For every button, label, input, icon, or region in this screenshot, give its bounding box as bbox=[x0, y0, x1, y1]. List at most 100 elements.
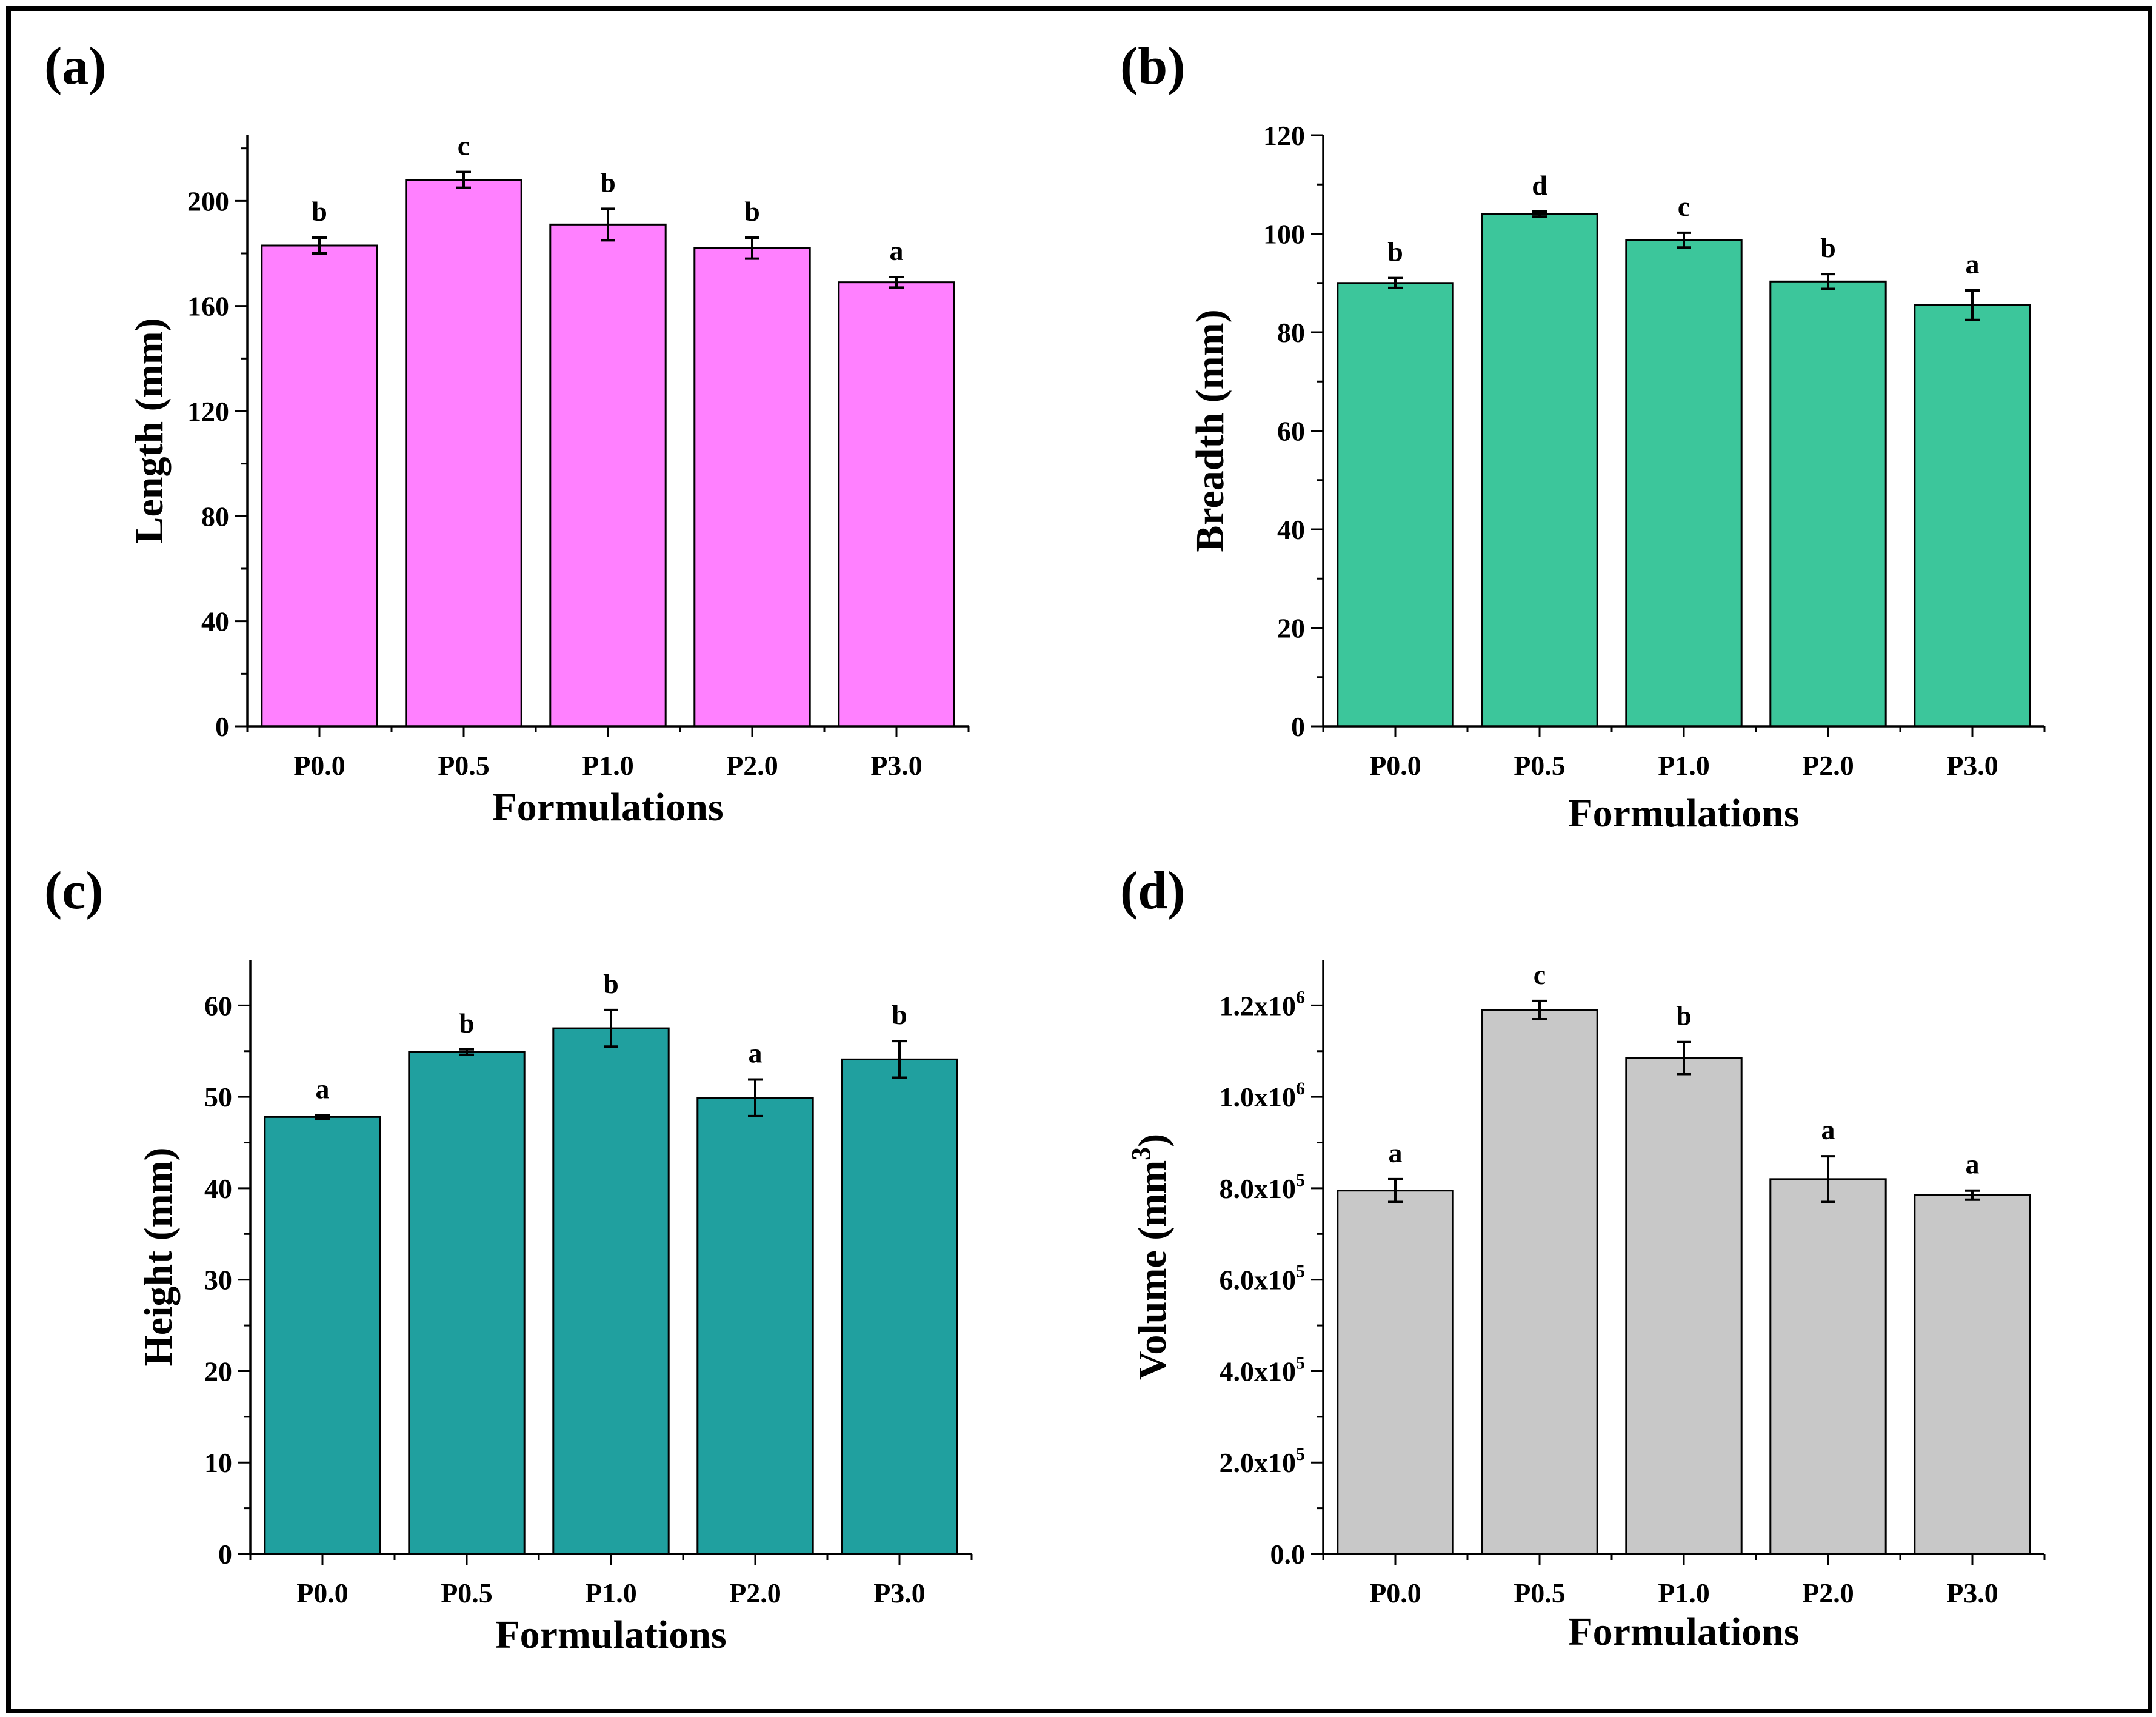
x-tick-label: P3.0 bbox=[1946, 1578, 1998, 1608]
y-tick-label: 4.0x105 bbox=[1220, 1353, 1306, 1387]
y-tick-label: 10 bbox=[204, 1447, 232, 1478]
error-bar-P0.5 bbox=[1532, 999, 1547, 1020]
x-tick-label: P0.0 bbox=[1369, 1578, 1421, 1608]
x-tick-label: P2.0 bbox=[729, 1578, 781, 1608]
error-bar-P1.0 bbox=[601, 207, 615, 242]
significance-label: b bbox=[744, 196, 760, 227]
significance-label: b bbox=[892, 999, 907, 1030]
y-tick-label: 120 bbox=[187, 396, 229, 427]
y-tick-label: 8.0x105 bbox=[1220, 1170, 1306, 1204]
bar-P2.0 bbox=[1769, 280, 1887, 728]
significance-label: a bbox=[316, 1073, 330, 1104]
bar-P3.0 bbox=[838, 281, 955, 728]
chart-panel-4: (d) a P0.0 c P0.5 b P1.0 a P2.0 a P3.0 0.0 2.0x105 4.… bbox=[1120, 862, 2046, 1654]
y-tick-label: 80 bbox=[201, 501, 229, 532]
x-tick-label: P2.0 bbox=[1802, 750, 1854, 781]
y-axis-title: Breadth (mm) bbox=[1188, 309, 1232, 552]
significance-label: c bbox=[458, 130, 470, 161]
chart-panel-3: (c) a P0.0 b P0.5 b P1.0 a P2.0 b P3.0 0 10 20 30 40 50 6… bbox=[44, 862, 973, 1657]
error-bar-P2.0 bbox=[748, 1078, 763, 1117]
bar-P1.0 bbox=[549, 223, 667, 728]
significance-label: c bbox=[1678, 191, 1690, 222]
bar-P1.0 bbox=[552, 1027, 670, 1555]
bar-P2.0 bbox=[696, 1097, 814, 1555]
significance-label: a bbox=[749, 1038, 763, 1069]
x-tick-label: P2.0 bbox=[726, 750, 778, 781]
bar-P0.5 bbox=[408, 1051, 526, 1555]
bar-P0.0 bbox=[264, 1116, 381, 1555]
figure-canvas: (a) b P0.0 c P0.5 b P1.0 b P2.0 a P3.0 0 40 80 120 160 2… bbox=[44, 37, 2046, 1657]
x-tick-label: P1.0 bbox=[1658, 750, 1710, 781]
error-bar-P0.5 bbox=[1532, 210, 1547, 218]
significance-label: d bbox=[1532, 170, 1547, 201]
bar-P3.0 bbox=[1914, 304, 2031, 728]
error-bar-P0.0 bbox=[312, 236, 327, 255]
significance-label: b bbox=[1820, 232, 1836, 263]
significance-label: b bbox=[1387, 236, 1403, 267]
y-tick-label: 0 bbox=[215, 711, 229, 742]
bar-P0.0 bbox=[1337, 1190, 1454, 1555]
error-bar-P0.5 bbox=[459, 1048, 474, 1056]
significance-label: b bbox=[600, 167, 616, 198]
significance-label: a bbox=[1966, 1149, 1980, 1180]
x-tick-label: P0.0 bbox=[1369, 750, 1421, 781]
y-tick-label: 0.0 bbox=[1270, 1539, 1306, 1570]
bar-P0.0 bbox=[261, 244, 378, 728]
bar-P0.0 bbox=[1337, 282, 1454, 728]
x-tick-label: P0.5 bbox=[1514, 750, 1566, 781]
x-tick-label: P0.5 bbox=[441, 1578, 493, 1608]
y-tick-label: 0 bbox=[218, 1539, 232, 1570]
error-bar-P1.0 bbox=[604, 1008, 618, 1048]
x-axis-title: Formulations bbox=[492, 785, 723, 829]
x-tick-label: P1.0 bbox=[585, 1578, 637, 1608]
bar-P3.0 bbox=[841, 1058, 958, 1555]
figure-frame: (a) b P0.0 c P0.5 b P1.0 b P2.0 a P3.0 0 40 80 120 160 2… bbox=[6, 6, 2152, 1713]
y-tick-label: 20 bbox=[1277, 613, 1305, 644]
error-bar-P2.0 bbox=[1821, 273, 1835, 290]
panel-label: (d) bbox=[1120, 862, 1186, 920]
y-tick-label: 6.0x105 bbox=[1220, 1262, 1306, 1296]
y-tick-label: 100 bbox=[1263, 219, 1305, 250]
x-tick-label: P0.0 bbox=[293, 750, 345, 781]
chart-panel-1: (a) b P0.0 c P0.5 b P1.0 b P2.0 a P3.0 0 40 80 120 160 2… bbox=[44, 37, 970, 829]
significance-label: b bbox=[312, 196, 327, 227]
y-tick-label: 1.0x106 bbox=[1220, 1079, 1306, 1113]
bar-P1.0 bbox=[1625, 239, 1743, 728]
y-tick-label: 50 bbox=[204, 1082, 232, 1113]
bar-P2.0 bbox=[1769, 1178, 1887, 1555]
error-bar-P1.0 bbox=[1677, 231, 1691, 249]
bar-P0.5 bbox=[1481, 1009, 1598, 1555]
error-bar-P3.0 bbox=[1965, 289, 1980, 321]
significance-label: a bbox=[1966, 249, 1980, 279]
x-tick-label: P3.0 bbox=[870, 750, 923, 781]
significance-label: c bbox=[1534, 959, 1546, 990]
y-tick-label: 160 bbox=[187, 291, 229, 322]
y-tick-label: 200 bbox=[187, 186, 229, 216]
y-axis-title: Length (mm) bbox=[127, 318, 172, 543]
error-bar-P0.0 bbox=[1388, 276, 1403, 289]
significance-label: a bbox=[890, 235, 904, 266]
y-tick-label: 60 bbox=[1277, 416, 1305, 447]
bar-P0.5 bbox=[405, 179, 522, 728]
chart-panel-2: (b) b P0.0 d P0.5 c P1.0 b P2.0 a P3.0 0 20 40 60 80 100… bbox=[1120, 37, 2046, 835]
x-tick-label: P1.0 bbox=[1658, 1578, 1710, 1608]
x-tick-label: P0.0 bbox=[296, 1578, 349, 1608]
significance-label: b bbox=[1676, 1000, 1692, 1031]
y-axis-title: Height (mm) bbox=[136, 1147, 181, 1366]
x-axis-title: Formulations bbox=[1568, 1610, 1799, 1654]
y-tick-label: 80 bbox=[1277, 317, 1305, 348]
error-bar-P0.0 bbox=[315, 1114, 330, 1120]
panel-label: (a) bbox=[44, 37, 107, 96]
y-tick-label: 0 bbox=[1291, 711, 1305, 742]
significance-label: b bbox=[603, 968, 619, 999]
x-tick-label: P1.0 bbox=[582, 750, 634, 781]
bar-P3.0 bbox=[1914, 1194, 2031, 1555]
y-axis-title: Volume (mm3) bbox=[1126, 1134, 1175, 1380]
error-bar-P3.0 bbox=[889, 276, 904, 289]
y-tick-label: 20 bbox=[204, 1356, 232, 1387]
y-tick-label: 60 bbox=[204, 990, 232, 1021]
bar-P0.5 bbox=[1481, 213, 1598, 728]
significance-label: b bbox=[459, 1008, 475, 1039]
x-tick-label: P3.0 bbox=[873, 1578, 926, 1608]
error-bar-P3.0 bbox=[1965, 1189, 1980, 1201]
